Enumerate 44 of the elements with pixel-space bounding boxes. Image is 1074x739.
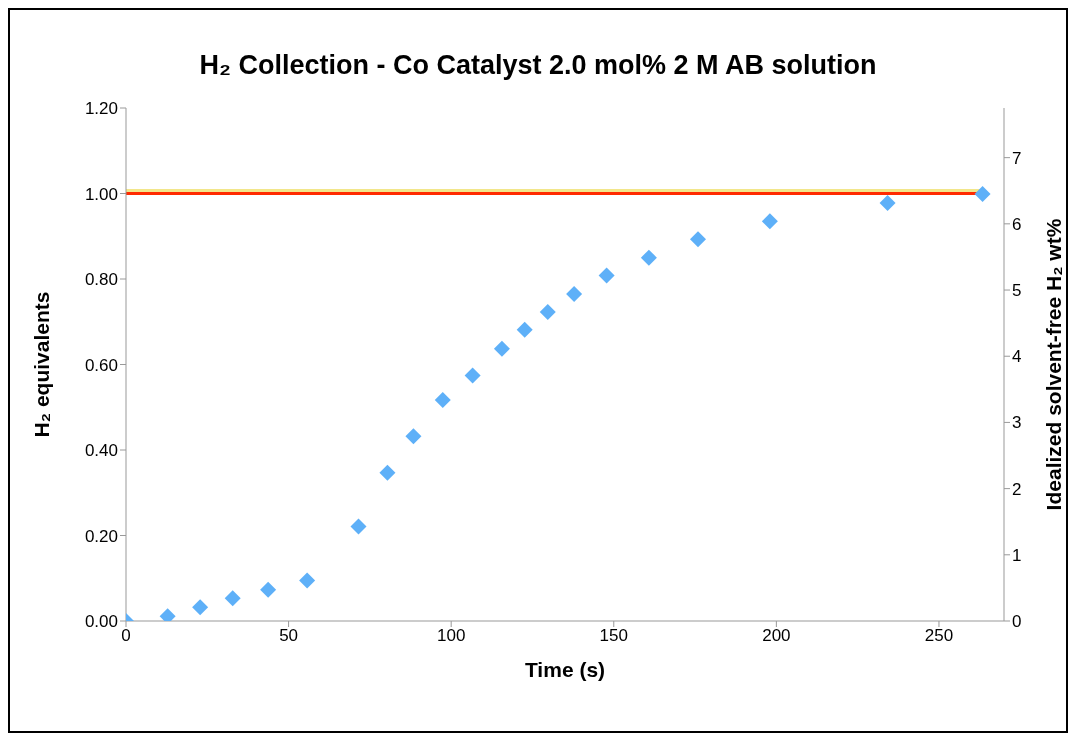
point	[761, 213, 778, 230]
x-tick-label: 100	[437, 626, 466, 646]
y-axis-title: H₂ equivalents	[30, 291, 54, 438]
point	[379, 464, 396, 481]
y-tick-label: 0.00	[84, 612, 118, 632]
point	[974, 185, 991, 202]
point	[493, 340, 510, 357]
y2-tick-label: 2	[1012, 479, 1022, 499]
point	[350, 518, 367, 535]
point	[260, 581, 277, 598]
y-tick-label: 1.00	[84, 184, 118, 204]
point	[539, 303, 556, 320]
y-tick-label: 0.60	[84, 355, 118, 375]
chart-title: H₂ Collection - Co Catalyst 2.0 mol% 2 M AB solution	[198, 50, 878, 81]
y2-tick-label: 6	[1012, 214, 1022, 234]
y2-tick-label: 0	[1012, 612, 1022, 632]
point	[640, 249, 657, 266]
point	[405, 428, 422, 445]
x-tick-label: 0	[121, 626, 131, 646]
point	[598, 267, 615, 284]
point	[192, 599, 209, 616]
x-tick-label: 50	[279, 626, 299, 646]
point	[879, 194, 896, 211]
point	[464, 367, 481, 384]
x-tick-label: 200	[762, 626, 791, 646]
point	[224, 590, 241, 607]
y-tick-label: 1.20	[84, 99, 118, 119]
x-axis-title: Time (s)	[524, 658, 606, 681]
y2-tick-label: 1	[1012, 545, 1022, 565]
y-tick-label: 0.80	[84, 270, 118, 290]
point	[516, 321, 533, 338]
point	[690, 231, 706, 248]
point	[299, 572, 316, 589]
y2-tick-label: 7	[1012, 148, 1022, 168]
y-tick-label: 0.20	[84, 526, 118, 546]
y2-axis-title: Idealized solvent-free H₂ wt%	[1042, 218, 1066, 511]
point	[434, 391, 451, 408]
y-tick-label: 0.40	[84, 441, 118, 461]
x-tick-label: 150	[599, 626, 628, 646]
x-tick-label: 250	[924, 626, 954, 646]
point	[566, 285, 583, 302]
y2-tick-label: 4	[1012, 347, 1022, 367]
y2-tick-label: 3	[1012, 413, 1022, 433]
y2-tick-label: 5	[1012, 281, 1022, 301]
